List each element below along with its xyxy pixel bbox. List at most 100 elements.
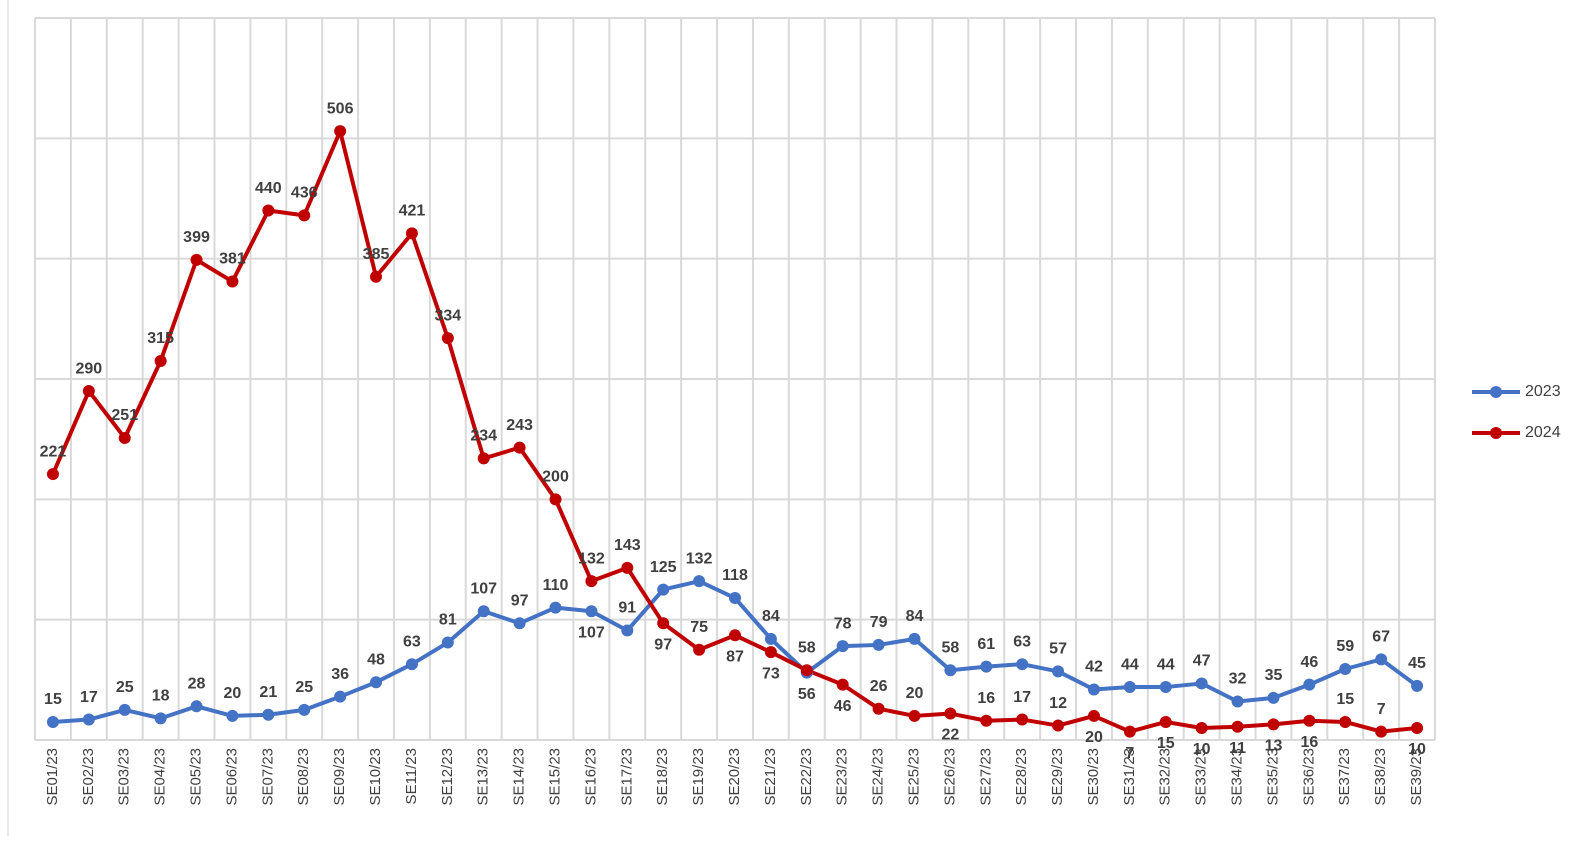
x-tick-label: SE02/23	[80, 748, 97, 806]
series-marker	[1231, 720, 1244, 733]
data-label: 16	[977, 690, 995, 707]
data-label: 81	[439, 612, 457, 629]
series-marker	[226, 709, 239, 722]
x-tick-label: SE37/23	[1336, 748, 1353, 806]
series-marker	[1375, 653, 1388, 666]
data-label: 7	[1377, 701, 1386, 718]
data-label: 221	[40, 443, 67, 460]
series-marker	[82, 713, 95, 726]
data-label: 200	[542, 469, 569, 486]
data-label: 25	[295, 679, 313, 696]
data-label: 59	[1336, 638, 1354, 655]
series-marker	[944, 664, 957, 677]
data-label: 73	[762, 665, 780, 682]
data-label: 132	[686, 550, 713, 567]
data-label: 67	[1372, 629, 1390, 646]
data-label: 17	[1013, 689, 1031, 706]
data-label: 506	[327, 100, 354, 117]
data-label: 20	[1085, 729, 1103, 746]
data-label: 46	[834, 698, 852, 715]
series-marker	[513, 441, 526, 454]
data-label: 44	[1121, 656, 1139, 673]
series-marker	[1123, 681, 1136, 694]
x-tick-label: SE32/23	[1157, 748, 1174, 806]
series-marker	[1267, 691, 1280, 704]
x-tick-label: SE17/23	[618, 748, 635, 806]
x-tick-label: SE09/23	[331, 748, 348, 806]
series-marker	[154, 712, 167, 725]
x-tick-label: SE03/23	[116, 748, 133, 806]
data-label: 12	[1049, 695, 1067, 712]
x-tick-label: SE06/23	[223, 748, 240, 806]
series-marker	[1087, 709, 1100, 722]
data-label: 48	[367, 651, 385, 668]
x-tick-label: SE33/23	[1193, 748, 1210, 806]
series-marker	[836, 678, 849, 691]
data-label: 32	[1229, 671, 1247, 688]
x-tick-label: SE36/23	[1300, 748, 1317, 806]
series-marker	[370, 270, 383, 283]
legend-marker	[1490, 427, 1502, 439]
x-tick-label: SE07/23	[259, 748, 276, 806]
data-label: 125	[650, 559, 677, 576]
series-marker	[154, 354, 167, 367]
series-marker	[764, 646, 777, 659]
series-marker	[729, 592, 741, 605]
data-label: 46	[1300, 654, 1318, 671]
data-label: 18	[152, 688, 170, 705]
series-marker	[585, 575, 598, 588]
data-label: 20	[906, 685, 924, 702]
data-label: 84	[762, 608, 780, 625]
data-label: 84	[906, 608, 924, 625]
x-tick-label: SE27/23	[977, 748, 994, 806]
x-tick-label: SE16/23	[582, 748, 599, 806]
data-label: 315	[147, 330, 174, 347]
series-marker	[1195, 721, 1208, 734]
series-marker	[800, 664, 813, 677]
series-line	[51, 129, 1418, 734]
x-tick-label: SE05/23	[188, 748, 205, 806]
series-marker	[262, 204, 275, 217]
legend-label: 2024	[1525, 424, 1561, 441]
series-marker	[477, 452, 490, 465]
data-label: 75	[690, 619, 708, 636]
x-tick-label: SE34/23	[1229, 748, 1246, 806]
data-label: 57	[1049, 641, 1067, 658]
series-marker	[1052, 665, 1065, 678]
data-label: 22	[941, 727, 959, 744]
data-label: 35	[1265, 667, 1283, 684]
series-marker	[908, 709, 921, 722]
x-tick-label: SE26/23	[941, 748, 958, 806]
data-label: 381	[219, 251, 246, 268]
data-label: 61	[977, 636, 995, 653]
series-marker	[549, 493, 562, 506]
data-label: 385	[363, 246, 390, 263]
data-label: 10	[1193, 741, 1211, 758]
series-marker	[118, 431, 131, 444]
x-tick-label: SE04/23	[152, 748, 169, 806]
series-marker	[405, 658, 418, 671]
series-marker	[908, 632, 921, 645]
series-marker	[190, 253, 203, 266]
data-label: 47	[1193, 653, 1211, 670]
data-label: 42	[1085, 659, 1103, 676]
x-tick-label: SE23/23	[834, 748, 851, 806]
series-marker	[1123, 725, 1136, 738]
data-label: 334	[434, 307, 461, 324]
data-label: 15	[1157, 735, 1175, 752]
series-marker	[657, 583, 670, 596]
series-marker	[441, 332, 454, 345]
data-label: 399	[183, 229, 210, 246]
series-marker	[298, 703, 311, 716]
series-marker	[370, 676, 383, 689]
series-marker	[1303, 678, 1316, 691]
series-marker	[944, 707, 957, 720]
data-label: 143	[614, 537, 641, 554]
series-marker	[46, 468, 59, 481]
x-tick-label: SE01/23	[44, 748, 61, 806]
data-label: 290	[75, 360, 102, 377]
x-tick-label: SE38/23	[1372, 748, 1389, 806]
series-marker	[1339, 715, 1352, 728]
data-label: 107	[578, 624, 605, 641]
